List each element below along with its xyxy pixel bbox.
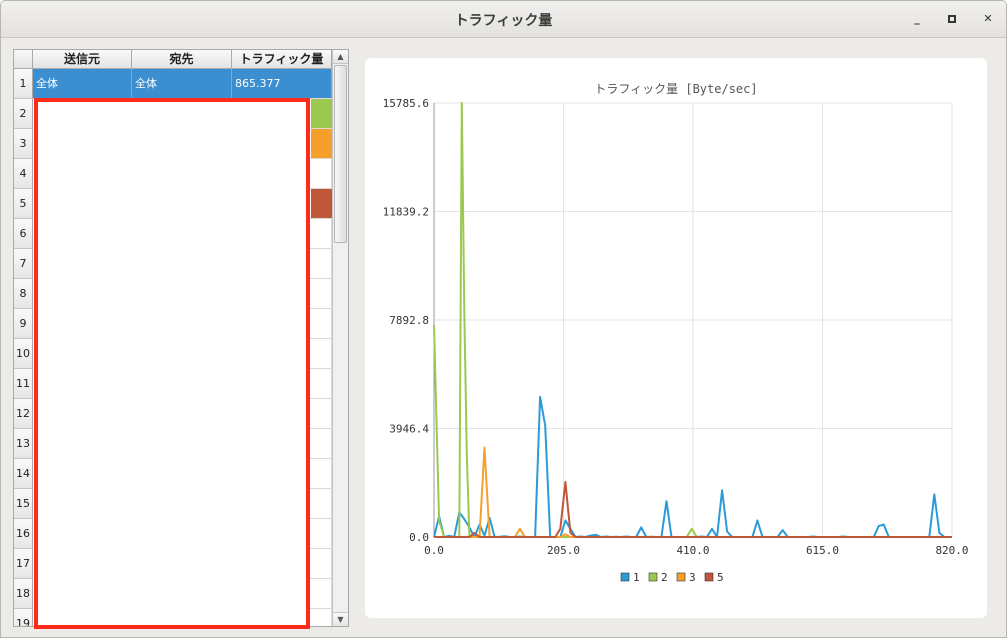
title-bar: トラフィック量 _ ✕ [1,1,1006,38]
cell-traffic [232,339,332,368]
cell-source: 全体 [33,69,132,98]
series-line-5 [434,481,952,538]
legend-label-2: 2 [661,571,668,584]
chart-panel: トラフィック量 [Byte/sec] 0.0 3946.4 7892.8 11839.… [365,58,987,618]
cell-traffic [232,489,332,518]
traffic-chart: 0.0 3946.4 7892.8 11839.2 15785.6 0.0 205.0 410… [383,97,969,584]
cell-traffic [232,609,332,626]
legend-swatch-3 [676,572,686,582]
legend-swatch-5 [704,572,714,582]
maximize-icon[interactable] [944,11,960,27]
x-tick-label: 205.0 [547,544,580,557]
cell-traffic [232,279,332,308]
cell-traffic [232,159,332,188]
y-tick-label: 7892.8 [389,314,429,327]
x-tick-label: 615.0 [806,544,839,557]
cell-traffic [232,399,332,428]
chart-title: トラフィック量 [Byte/sec] [594,82,758,96]
cell-traffic [232,249,332,278]
scroll-up-icon[interactable]: ▲ [333,50,348,64]
cell-traffic [232,579,332,608]
cell-traffic [232,219,332,248]
window-title: トラフィック量 [454,13,553,29]
series-color-swatch [311,189,332,218]
x-tick-label: 410.0 [676,544,709,557]
cell-traffic [232,459,332,488]
row-header[interactable]: 17 [14,549,33,579]
cell-traffic: 865.377 [232,69,332,98]
corner-cell [14,50,33,68]
row-header[interactable]: 16 [14,519,33,549]
row-header[interactable]: 19 [14,609,33,626]
cell-traffic [232,549,332,578]
table-scrollbar[interactable]: ▲ ▼ [332,50,348,626]
y-tick-label: 15785.6 [383,97,429,110]
row-header[interactable]: 10 [14,339,33,369]
legend-swatch-2 [648,572,658,582]
cell-traffic [232,309,332,338]
row-header[interactable]: 15 [14,489,33,519]
row-header[interactable]: 14 [14,459,33,489]
row-header[interactable]: 11 [14,369,33,399]
cell-traffic [232,369,332,398]
x-tick-label: 820.0 [935,544,968,557]
legend-swatch-1 [620,572,630,582]
cell-destination: 全体 [132,69,232,98]
cell-traffic [232,519,332,548]
legend-label-3: 3 [689,571,696,584]
row-header[interactable]: 13 [14,429,33,459]
cell-traffic [232,429,332,458]
row-header[interactable]: 6 [14,219,33,249]
y-tick-label: 3946.4 [389,423,429,436]
column-header-source[interactable]: 送信元 [33,50,132,68]
scroll-down-icon[interactable]: ▼ [333,612,348,626]
row-header[interactable]: 18 [14,579,33,609]
minimize-icon[interactable]: _ [914,12,920,25]
column-header-destination[interactable]: 宛先 [132,50,232,68]
row-header[interactable]: 2 [14,99,33,129]
series-color-swatch [311,99,332,128]
legend-label-1: 1 [633,571,640,584]
row-header[interactable]: 1 [14,69,33,99]
table-header: 送信元 宛先 トラフィック量 [14,50,334,69]
table-row[interactable]: 全体 全体 865.377 [33,69,332,99]
redaction-box [34,98,310,629]
row-header[interactable]: 3 [14,129,33,159]
row-header[interactable]: 4 [14,159,33,189]
row-header[interactable]: 12 [14,399,33,429]
legend-label-5: 5 [717,571,724,584]
column-header-traffic[interactable]: トラフィック量 [232,50,332,68]
row-header[interactable]: 8 [14,279,33,309]
series-color-swatch [311,129,332,158]
y-tick-label: 0.0 [409,531,429,544]
y-tick-label: 11839.2 [383,206,429,219]
row-header[interactable]: 7 [14,249,33,279]
close-icon[interactable]: ✕ [983,12,993,25]
row-header[interactable]: 5 [14,189,33,219]
row-header[interactable]: 9 [14,309,33,339]
x-tick-label: 0.0 [424,544,444,557]
scrollbar-thumb[interactable] [334,65,347,243]
